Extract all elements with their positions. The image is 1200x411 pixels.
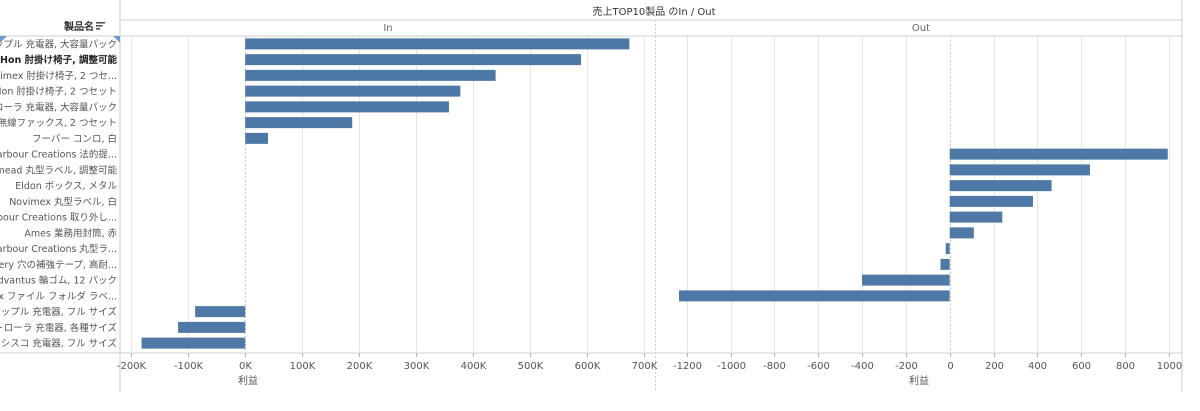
tick-label: -1200	[673, 361, 702, 372]
category-label[interactable]: Ames 業務用封筒, 赤	[24, 227, 117, 239]
category-label[interactable]: Novimex 丸型ラベル, 白	[9, 196, 117, 208]
bar-in[interactable]	[245, 117, 353, 129]
tick-label: 0K	[239, 361, 252, 372]
category-label[interactable]: フーバー コンロ, 白	[32, 133, 117, 145]
tick-label: 700K	[632, 361, 658, 372]
category-label[interactable]: Harbour Creations 丸型ラ...	[0, 243, 117, 255]
bar-out[interactable]	[949, 211, 1003, 223]
bar-in[interactable]	[245, 85, 461, 97]
bar-in[interactable]	[195, 306, 246, 318]
tick-label: 600	[1072, 361, 1091, 372]
bar-out[interactable]	[949, 164, 1090, 176]
category-label[interactable]: Avery 穴の補強テープ, 高耐...	[0, 259, 117, 271]
category-label[interactable]: Hon 肘掛け椅子, 調整可能	[0, 54, 117, 66]
tick-label: 200	[985, 361, 1004, 372]
tick-label: 800	[1116, 361, 1135, 372]
category-label[interactable]: アップル 充電器, 大容量パック	[0, 38, 117, 50]
bar-out[interactable]	[679, 290, 950, 302]
category-label[interactable]: Smead 丸型ラベル, 調整可能	[0, 164, 117, 176]
selection-corner-right	[113, 36, 120, 43]
category-label[interactable]: Hon 肘掛け椅子, 2 つセット	[0, 86, 117, 98]
bar-in[interactable]	[141, 337, 246, 349]
gridlines	[131, 36, 1170, 351]
tick-label: 100K	[290, 361, 316, 372]
bar-in[interactable]	[245, 38, 630, 50]
bars	[141, 38, 1168, 349]
bar-out[interactable]	[940, 258, 950, 270]
category-label[interactable]: キヤノン 無線ファックス, 2 つセット	[0, 117, 117, 129]
tick-label: 500K	[518, 361, 544, 372]
tick-label: 400	[1028, 361, 1047, 372]
bar-out[interactable]	[949, 148, 1168, 160]
row-labels: アップル 充電器, 大容量パック Hon 肘掛け椅子, 調整可能 Novimex 肘…	[0, 38, 117, 349]
tick-label: -600	[807, 361, 830, 372]
pane-header-out: Out	[912, 23, 930, 34]
bar-out[interactable]	[945, 243, 950, 255]
category-label[interactable]: Harbour Creations 法的提...	[0, 149, 117, 161]
sort-icon[interactable]	[96, 22, 105, 30]
chart-title: 売上TOP10製品 のIn / Out	[592, 5, 715, 18]
category-label[interactable]: Harbour Creations 取り外し...	[0, 212, 117, 224]
tick-label: 300K	[404, 361, 430, 372]
category-label[interactable]: Novimex 肘掛け椅子, 2 つセ...	[0, 70, 117, 82]
tick-label: -100K	[174, 361, 204, 372]
tick-label: 400K	[461, 361, 487, 372]
category-label[interactable]: モトローラ 充電器, 大容量パック	[0, 101, 117, 113]
tick-label: 1000	[1157, 361, 1182, 372]
category-label[interactable]: Novimex ファイル フォルダ ラベ...	[0, 290, 117, 302]
tick-label: 200K	[347, 361, 373, 372]
tick-label: -800	[763, 361, 786, 372]
pane-frame	[0, 0, 1183, 392]
category-label[interactable]: モトローラ 充電器, 各種サイズ	[0, 322, 117, 334]
x-axis-title-out: 利益	[909, 374, 929, 387]
bar-out[interactable]	[949, 195, 1033, 207]
category-label[interactable]: Eldon ボックス, メタル	[15, 181, 117, 192]
row-header-label: 製品名	[63, 20, 94, 33]
bar-out[interactable]	[862, 274, 950, 286]
tick-label: -400	[851, 361, 874, 372]
tick-label: 600K	[575, 361, 601, 372]
bar-in[interactable]	[178, 321, 246, 333]
tick-label: -1000	[717, 361, 746, 372]
pane-header-in: In	[383, 23, 392, 34]
tick-label: -200	[895, 361, 918, 372]
category-label[interactable]: Advantus 輪ゴム, 12 パック	[0, 275, 117, 287]
bar-in[interactable]	[245, 69, 496, 81]
category-label[interactable]: シスコ 充電器, フル サイズ	[1, 338, 118, 350]
x-axis-title-in: 利益	[238, 374, 258, 387]
bar-out[interactable]	[949, 227, 974, 239]
axis-ticks: -200K -100K 0K 100K 200K 300K 400K 500K 600K 700K…	[117, 353, 1182, 372]
tick-label: 0	[947, 361, 953, 372]
bar-out[interactable]	[949, 180, 1052, 192]
selection-corner-left	[0, 36, 7, 43]
category-label[interactable]: アップル 充電器, フル サイズ	[0, 306, 117, 318]
bar-in[interactable]	[245, 132, 268, 144]
bar-in[interactable]	[245, 54, 582, 66]
tick-label: -200K	[117, 361, 147, 372]
bar-in[interactable]	[245, 101, 449, 113]
